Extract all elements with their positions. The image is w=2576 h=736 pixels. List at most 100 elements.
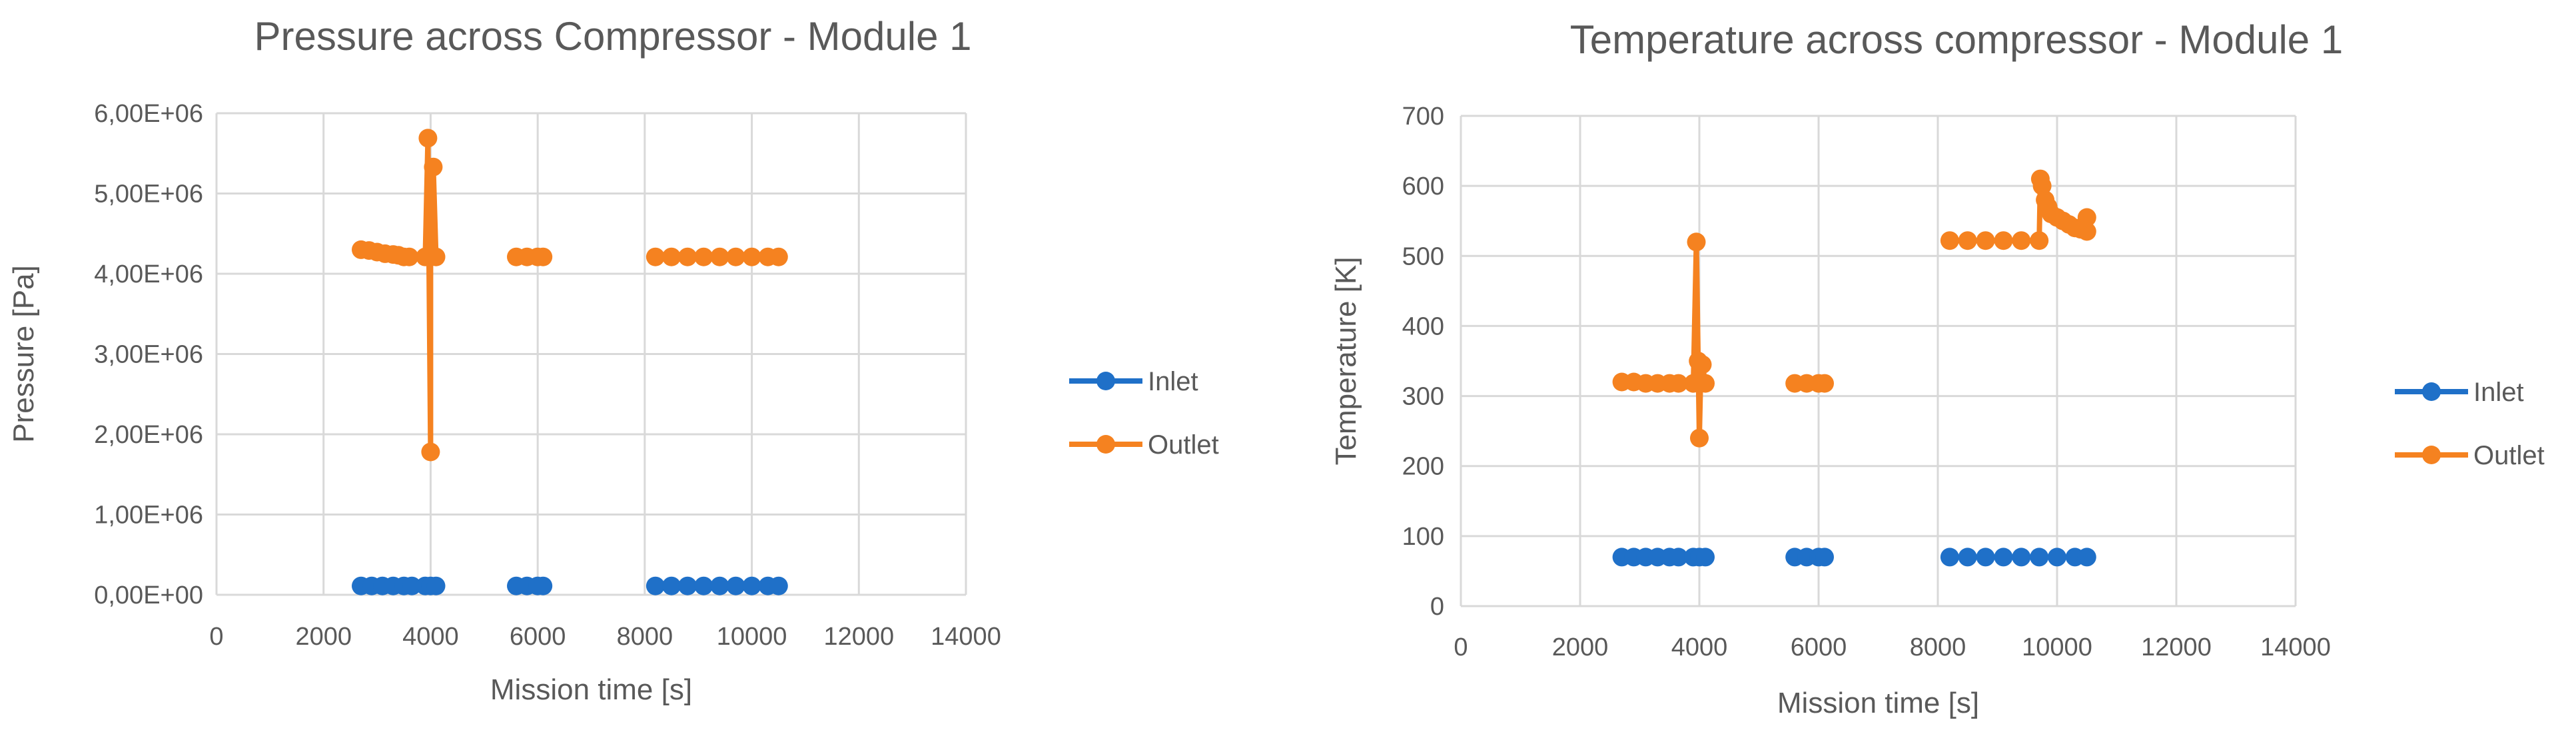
pressure-outlet-data-point <box>769 247 788 266</box>
pressure-outlet-data-point <box>424 157 443 177</box>
pressure-legend-label-outlet: Outlet <box>1148 430 1219 460</box>
pressure-inlet-data-point <box>694 576 713 595</box>
temperature-legend-item-outlet: Outlet <box>2395 441 2545 470</box>
temperature-inlet-data-point <box>1669 548 1688 567</box>
pressure-outlet-data-point <box>534 247 553 266</box>
temperature-outlet-data-point <box>1815 374 1834 393</box>
pressure-y-tick-label: 6,00E+06 <box>94 100 203 128</box>
temperature-y-tick-label: 400 <box>1402 312 1444 340</box>
pressure-outlet-data-point <box>426 247 446 266</box>
temperature-x-tick-label: 6000 <box>1791 633 1847 661</box>
temperature-inlet-data-point <box>1994 548 2013 567</box>
temperature-x-tick-label: 8000 <box>1910 633 1966 661</box>
pressure-chart: Pressure across Compressor - Module 1 0,0… <box>0 0 1266 736</box>
temperature-outlet-data-point <box>1693 355 1712 374</box>
temperature-outlet-data-point <box>2077 208 2096 227</box>
temperature-x-tick-label: 10000 <box>2022 633 2092 661</box>
temperature-inlet-data-point <box>2030 548 2049 567</box>
temperature-outlet-data-point <box>2077 222 2096 241</box>
temperature-outlet-data-point <box>1994 231 2013 250</box>
pressure-x-tick-label: 4000 <box>402 623 459 651</box>
pressure-outlet-data-point <box>421 442 440 462</box>
pressure-x-tick-label: 0 <box>209 623 223 651</box>
temperature-outlet-data-point <box>1687 232 1706 252</box>
temperature-inlet-data-point <box>1815 548 1834 567</box>
pressure-inlet-data-point <box>662 576 681 595</box>
temperature-inlet-data-point <box>2012 548 2031 567</box>
temperature-inlet-data-point <box>2048 548 2066 567</box>
pressure-legend-item-outlet: Outlet <box>1069 430 1219 460</box>
temperature-outlet-line-segment <box>1621 239 1708 441</box>
temperature-y-tick-label: 100 <box>1402 523 1444 551</box>
pressure-legend-marker-inlet <box>1096 372 1115 390</box>
temperature-y-tick-label: 700 <box>1402 103 1444 131</box>
pressure-x-tick-label: 6000 <box>510 623 566 651</box>
temperature-outlet-data-point <box>1976 231 1995 250</box>
pressure-x-tick-label: 10000 <box>717 623 787 651</box>
temperature-y-tick-label: 200 <box>1402 453 1444 481</box>
pressure-outlet-line-segment <box>360 135 439 455</box>
pressure-inlet-data-point <box>710 576 729 595</box>
temperature-y-axis-title: Temperature [K] <box>1330 256 1362 465</box>
pressure-y-tick-label: 3,00E+06 <box>94 341 203 369</box>
temperature-outlet-data-point <box>1958 231 1977 250</box>
temperature-x-tick-label: 2000 <box>1552 633 1609 661</box>
pressure-y-axis-title: Pressure [Pa] <box>7 265 40 443</box>
temperature-inlet-data-point <box>2077 548 2096 567</box>
pressure-y-tick-label: 2,00E+06 <box>94 421 203 449</box>
temperature-series-outlet <box>1612 169 2096 448</box>
pressure-outlet-data-point <box>694 247 713 266</box>
temperature-chart: Temperature across compressor - Module 1… <box>1299 0 2576 736</box>
pressure-y-tick-label: 1,00E+06 <box>94 502 203 530</box>
pressure-chart-title: Pressure across Compressor - Module 1 <box>254 14 971 59</box>
pressure-x-tick-label: 14000 <box>931 623 1001 651</box>
temperature-x-tick-label: 0 <box>1454 633 1468 661</box>
temperature-legend-label-inlet: Inlet <box>2473 378 2524 407</box>
pressure-outlet-data-point <box>710 247 729 266</box>
temperature-legend-marker-outlet <box>2422 446 2441 464</box>
temperature-outlet-data-point <box>1669 374 1688 393</box>
pressure-outlet-data-point <box>662 247 681 266</box>
temperature-inlet-data-point <box>1940 548 1959 567</box>
pressure-x-tick-label: 2000 <box>295 623 352 651</box>
temperature-series-inlet <box>1612 548 2096 567</box>
pressure-legend-label-inlet: Inlet <box>1148 367 1198 396</box>
pressure-inlet-data-point <box>769 576 788 595</box>
temperature-legend-marker-inlet <box>2422 382 2441 401</box>
pressure-inlet-data-point <box>645 576 665 595</box>
temperature-x-tick-label: 12000 <box>2141 633 2212 661</box>
pressure-y-tick-label: 0,00E+00 <box>94 581 203 609</box>
pressure-series-outlet <box>352 129 788 462</box>
pressure-outlet-data-point <box>400 247 419 266</box>
temperature-y-tick-label: 0 <box>1430 593 1444 621</box>
pressure-x-tick-label: 8000 <box>617 623 673 651</box>
temperature-outlet-data-point <box>2030 231 2049 250</box>
temperature-inlet-data-point <box>1696 548 1715 567</box>
temperature-chart-title: Temperature across compressor - Module 1 <box>1570 17 2343 62</box>
temperature-inlet-data-point <box>1958 548 1977 567</box>
temperature-y-tick-label: 600 <box>1402 173 1444 200</box>
pressure-outlet-data-point <box>678 247 697 266</box>
temperature-x-tick-label: 14000 <box>2260 633 2331 661</box>
temperature-x-tick-label: 4000 <box>1671 633 1728 661</box>
pressure-inlet-data-point <box>678 576 697 595</box>
temperature-outlet-data-point <box>1690 428 1709 448</box>
temperature-outlet-data-point <box>1696 374 1715 393</box>
pressure-outlet-data-point <box>726 247 745 266</box>
pressure-y-tick-label: 4,00E+06 <box>94 260 203 288</box>
temperature-legend-item-inlet: Inlet <box>2395 378 2524 407</box>
pressure-outlet-data-point <box>742 247 761 266</box>
temperature-x-axis-title: Mission time [s] <box>1777 687 1979 719</box>
temperature-y-tick-label: 300 <box>1402 383 1444 411</box>
pressure-legend-marker-outlet <box>1096 435 1115 454</box>
temperature-legend-label-outlet: Outlet <box>2473 441 2545 470</box>
pressure-inlet-data-point <box>426 576 446 595</box>
pressure-legend-item-inlet: Inlet <box>1069 367 1198 396</box>
pressure-outlet-data-point <box>645 247 665 266</box>
pressure-x-tick-label: 12000 <box>823 623 894 651</box>
pressure-inlet-data-point <box>534 576 553 595</box>
pressure-inlet-data-point <box>726 576 745 595</box>
temperature-inlet-data-point <box>1976 548 1995 567</box>
pressure-series-inlet <box>352 576 788 595</box>
pressure-y-tick-label: 5,00E+06 <box>94 181 203 208</box>
